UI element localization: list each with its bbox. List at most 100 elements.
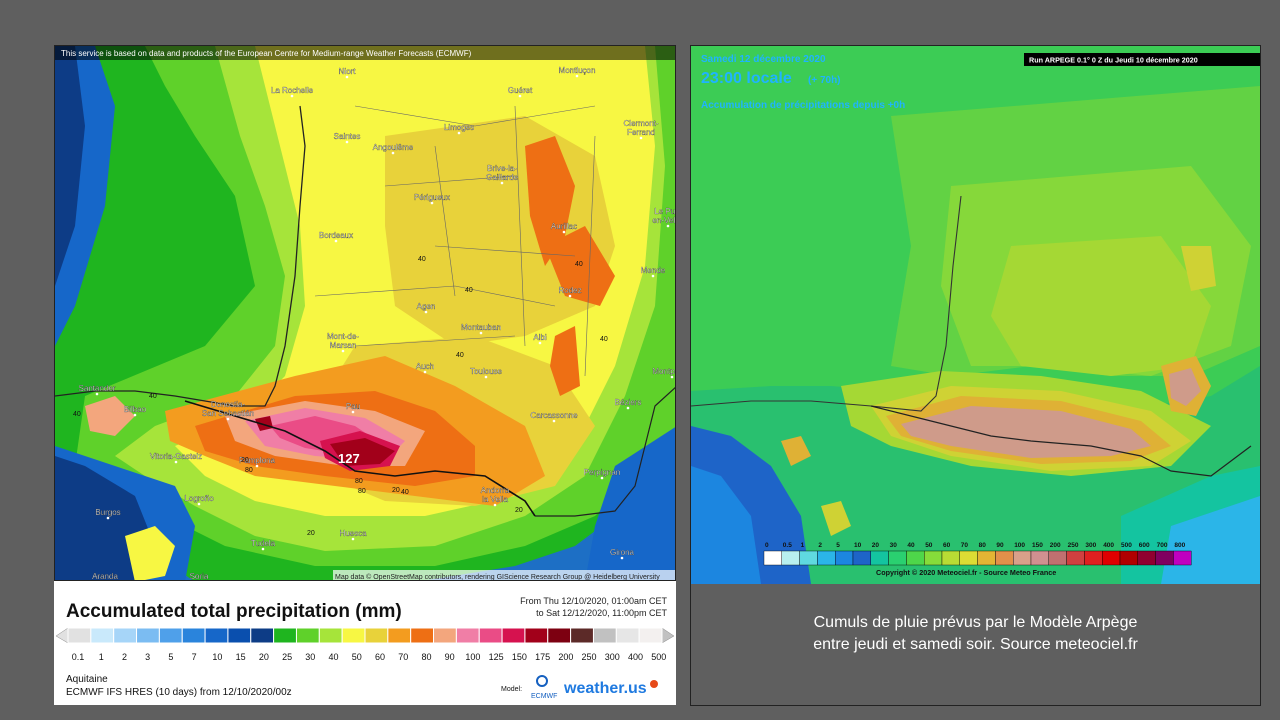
legend-swatch [295, 627, 320, 644]
legend-tick: 30 [305, 652, 315, 662]
city-dot-icon [575, 74, 579, 78]
city-dot-icon [391, 151, 395, 155]
scale-swatch [1030, 550, 1049, 566]
contour-label: 80 [245, 467, 253, 474]
scale-tick: 2 [818, 542, 822, 549]
city-dot-icon [226, 417, 230, 421]
scale-tick: 30 [890, 542, 898, 549]
scale-swatch [852, 550, 871, 566]
legend-tick: 150 [512, 652, 527, 662]
legend-title: Accumulated total precipitation (mm) [66, 601, 402, 622]
scale-swatch [763, 550, 782, 566]
legend-swatch [638, 627, 663, 644]
legend-model-line: ECMWF IFS HRES (10 days) from 12/10/2020… [66, 687, 292, 698]
scale-swatch [1102, 550, 1121, 566]
contour-label: 80 [358, 488, 366, 495]
arpege-date-title: Samedi 12 décembre 2020 [701, 54, 826, 65]
city-dot-icon [651, 274, 655, 278]
legend-swatch [433, 627, 457, 644]
caption: Cumuls de pluie prévus par le Modèle Arp… [691, 612, 1260, 656]
ecmwf-logo-text: ECMWF [531, 693, 557, 700]
scale-swatch [1173, 550, 1192, 566]
scale-tick: 0 [765, 542, 769, 549]
legend-swatch [90, 627, 115, 644]
scale-swatch [1155, 550, 1174, 566]
scale-swatch [1013, 550, 1032, 566]
legend-swatch [478, 627, 503, 644]
arpege-panel: Samedi 12 décembre 2020 23:00 locale (+ … [690, 45, 1261, 706]
city-dot-icon [552, 419, 556, 423]
city-label: Donostia-San Sebastián [202, 400, 254, 418]
scale-tick: 50 [925, 542, 933, 549]
city-dot-icon [600, 476, 604, 480]
scale-tick: 500 [1121, 542, 1132, 549]
city-dot-icon [639, 136, 643, 140]
scale-tick: 10 [854, 542, 862, 549]
city-dot-icon [562, 230, 566, 234]
legend-tick: 125 [489, 652, 504, 662]
legend-region: Aquitaine [66, 674, 108, 685]
arpege-copyright: Copyright © 2020 Meteociel.fr - Source M… [876, 568, 1056, 577]
contour-label: 40 [73, 411, 81, 418]
scale-tick: 150 [1032, 542, 1043, 549]
legend-tick: 25 [282, 652, 292, 662]
scale-tick: 5 [836, 542, 840, 549]
model-label: Model: [501, 686, 522, 693]
legend-swatch [570, 627, 594, 644]
scale-swatch [1119, 550, 1138, 566]
city-dot-icon [255, 464, 259, 468]
scale-swatch [906, 550, 925, 566]
city-label: Niort [339, 67, 357, 76]
city-label: Bilbao [124, 405, 147, 414]
city-label: Pau [346, 402, 360, 411]
city-label: Carcassonne [530, 411, 578, 420]
legend-to-date: to Sat 12/12/2020, 11:00pm CET [536, 608, 667, 618]
legend-tick: 500 [651, 652, 666, 662]
ecmwf-map-graphic: This service is based on data and produc… [55, 46, 675, 580]
legend-right-arrow [661, 627, 675, 644]
city-dot-icon [351, 410, 355, 414]
city-dot-icon [424, 310, 428, 314]
legend-tick: 80 [421, 652, 431, 662]
city-label: Andorra la Vella [481, 486, 510, 504]
scale-tick: 700 [1157, 542, 1168, 549]
scale-swatch [1048, 550, 1067, 566]
city-dot-icon [484, 375, 488, 379]
legend-swatch [410, 627, 435, 644]
legend-swatch [364, 627, 389, 644]
scale-swatch [817, 550, 836, 566]
scale-swatch [888, 550, 907, 566]
legend-tick: 300 [605, 652, 620, 662]
contour-label: 40 [418, 256, 426, 263]
arpege-run-label: Run ARPEGE 0.1° 0 Z du Jeudi 10 décembre… [1029, 56, 1198, 65]
legend-tick: 10 [212, 652, 222, 662]
legend-swatch [592, 627, 617, 644]
scale-tick: 300 [1085, 542, 1096, 549]
city-label: Girona [610, 548, 635, 557]
ecmwf-attribution: This service is based on data and produc… [61, 49, 472, 58]
arpege-time-title: 23:00 locale [701, 70, 792, 87]
scale-tick: 200 [1050, 542, 1061, 549]
city-dot-icon [95, 392, 99, 396]
legend-from-date: From Thu 12/10/2020, 01:00am CET [520, 596, 667, 606]
legend-swatch [204, 627, 229, 644]
weather-us-logo: weather.us [563, 680, 647, 697]
city-dot-icon [457, 131, 461, 135]
city-label: Santander [79, 384, 116, 393]
city-label: Brive-la-Gaillarde [486, 164, 519, 182]
contour-label: 40 [456, 352, 464, 359]
scale-swatch [995, 550, 1014, 566]
legend-tick: 3 [145, 652, 150, 662]
city-dot-icon [666, 224, 670, 228]
legend-swatch [136, 627, 160, 644]
city-label: Périgueux [414, 193, 450, 202]
legend-swatch [273, 627, 297, 644]
city-label: Vitoria-Gasteiz [150, 452, 202, 461]
city-dot-icon [334, 239, 338, 243]
legend-tick: 15 [236, 652, 246, 662]
contour-label: 80 [355, 478, 363, 485]
city-dot-icon [261, 547, 265, 551]
legend-swatch [318, 627, 343, 644]
arpege-map-graphic: Samedi 12 décembre 2020 23:00 locale (+ … [691, 46, 1260, 584]
city-dot-icon [493, 503, 497, 507]
